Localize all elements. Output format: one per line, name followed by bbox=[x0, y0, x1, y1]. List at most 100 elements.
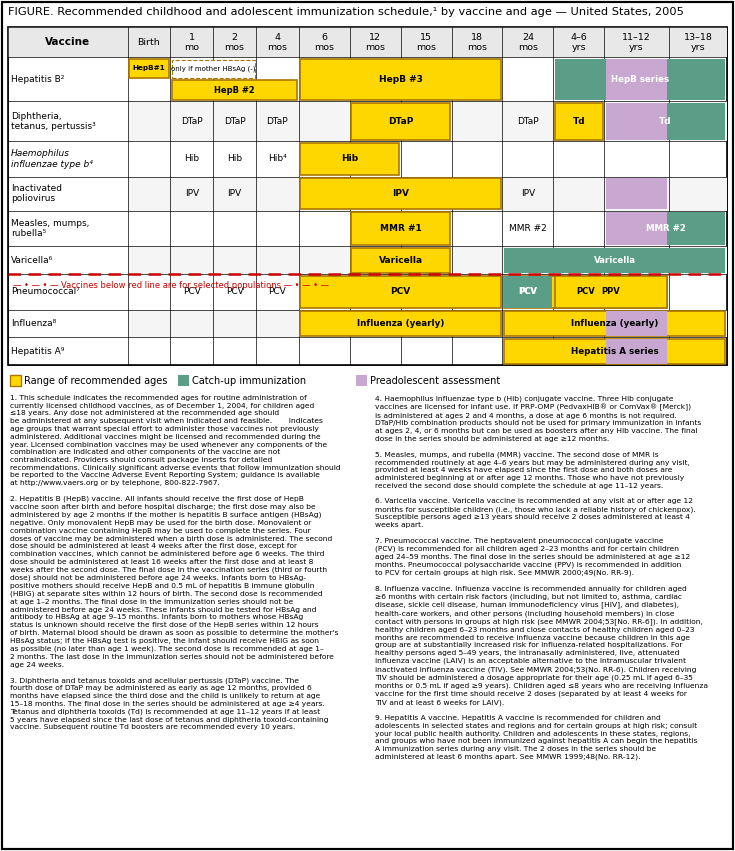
Text: IPV: IPV bbox=[392, 189, 409, 198]
Text: Diphtheria,
tetanus, pertussis³: Diphtheria, tetanus, pertussis³ bbox=[11, 111, 96, 131]
Text: Hepatitis A series: Hepatitis A series bbox=[571, 346, 659, 356]
Text: MMR #2: MMR #2 bbox=[645, 224, 686, 233]
Text: 11–12
yrs: 11–12 yrs bbox=[622, 32, 651, 52]
Text: HepB #2: HepB #2 bbox=[214, 86, 255, 94]
Bar bbox=[606, 103, 725, 140]
Bar bbox=[606, 311, 667, 336]
Text: Vaccine: Vaccine bbox=[46, 37, 90, 47]
Bar bbox=[606, 178, 667, 209]
Bar bbox=[351, 248, 450, 272]
Text: 1. This schedule indicates the recommended ages for routine administration of
cu: 1. This schedule indicates the recommend… bbox=[10, 395, 340, 730]
Bar bbox=[606, 212, 667, 244]
Bar bbox=[301, 178, 501, 209]
Text: FIGURE. Recommended childhood and adolescent immunization schedule,¹ by vaccine : FIGURE. Recommended childhood and adoles… bbox=[8, 7, 684, 17]
Text: Catch-up immunization: Catch-up immunization bbox=[192, 375, 306, 386]
Text: PPV: PPV bbox=[602, 288, 620, 296]
Text: PCV: PCV bbox=[519, 288, 537, 296]
Text: Hib⁴: Hib⁴ bbox=[268, 155, 287, 163]
Bar bbox=[504, 339, 725, 363]
Text: 18
mos: 18 mos bbox=[467, 32, 487, 52]
Text: Haemophilus
influenzae type b⁴: Haemophilus influenzae type b⁴ bbox=[11, 149, 93, 168]
Text: 2
mos: 2 mos bbox=[225, 32, 245, 52]
Bar bbox=[301, 59, 501, 100]
Text: Td: Td bbox=[659, 117, 672, 126]
Bar bbox=[606, 59, 667, 100]
Text: Hib: Hib bbox=[184, 155, 199, 163]
Text: 4
mos: 4 mos bbox=[268, 32, 287, 52]
Text: Td: Td bbox=[573, 117, 585, 126]
Text: 4. Haemophilus influenzae type b (Hib) conjugate vaccine. Three Hib conjugate
va: 4. Haemophilus influenzae type b (Hib) c… bbox=[375, 395, 708, 761]
Text: PCV: PCV bbox=[268, 288, 287, 296]
Text: DTaP: DTaP bbox=[181, 117, 203, 126]
Text: HepB series: HepB series bbox=[611, 75, 669, 84]
Bar bbox=[129, 59, 169, 77]
Text: 15
mos: 15 mos bbox=[416, 32, 436, 52]
Text: Hepatitis B²: Hepatitis B² bbox=[11, 75, 65, 84]
Text: HepB #3: HepB #3 bbox=[379, 75, 423, 84]
Text: Inactivated
poliovirus: Inactivated poliovirus bbox=[11, 184, 62, 203]
Bar bbox=[128, 246, 727, 274]
Bar bbox=[301, 311, 501, 336]
Bar bbox=[504, 276, 552, 308]
Bar bbox=[351, 103, 450, 140]
Text: Measles, mumps,
rubella⁵: Measles, mumps, rubella⁵ bbox=[11, 219, 90, 238]
Bar bbox=[172, 60, 254, 77]
Text: Influenza (yearly): Influenza (yearly) bbox=[571, 319, 659, 328]
Bar bbox=[178, 375, 189, 386]
Bar bbox=[504, 276, 667, 308]
Bar bbox=[555, 276, 667, 308]
Text: 12
mos: 12 mos bbox=[365, 32, 385, 52]
Text: Pneumococcal⁷: Pneumococcal⁷ bbox=[11, 288, 80, 296]
Text: Hib: Hib bbox=[341, 155, 358, 163]
Bar bbox=[606, 103, 667, 140]
Bar bbox=[172, 80, 298, 100]
Text: Hib: Hib bbox=[227, 155, 242, 163]
Text: Influenza (yearly): Influenza (yearly) bbox=[357, 319, 445, 328]
Text: MMR #1: MMR #1 bbox=[380, 224, 421, 233]
Text: PCV: PCV bbox=[183, 288, 201, 296]
Bar bbox=[606, 212, 667, 244]
Bar bbox=[555, 59, 725, 100]
Bar bbox=[301, 276, 501, 308]
Bar bbox=[128, 177, 727, 210]
Text: 4–6
yrs: 4–6 yrs bbox=[570, 32, 587, 52]
Bar bbox=[301, 143, 399, 175]
Bar bbox=[128, 310, 727, 337]
Text: PCV: PCV bbox=[518, 288, 537, 296]
Text: Influenza⁸: Influenza⁸ bbox=[11, 319, 57, 328]
Bar bbox=[504, 311, 725, 336]
Text: DTaP: DTaP bbox=[388, 117, 413, 126]
Bar bbox=[504, 276, 552, 308]
Text: Preadolescent assessment: Preadolescent assessment bbox=[370, 375, 501, 386]
Text: Varicella⁶: Varicella⁶ bbox=[11, 255, 53, 265]
Text: Range of recommended ages: Range of recommended ages bbox=[24, 375, 168, 386]
Text: Varicella: Varicella bbox=[379, 255, 423, 265]
Text: DTaP: DTaP bbox=[223, 117, 245, 126]
Text: Hepatitis A⁹: Hepatitis A⁹ bbox=[11, 346, 65, 356]
Text: PCV: PCV bbox=[226, 288, 243, 296]
Text: IPV: IPV bbox=[184, 189, 199, 198]
Bar bbox=[8, 27, 727, 365]
Bar bbox=[128, 101, 727, 141]
Bar bbox=[351, 212, 450, 244]
Bar bbox=[504, 248, 725, 272]
Text: 13–18
yrs: 13–18 yrs bbox=[684, 32, 712, 52]
Bar bbox=[606, 212, 725, 244]
Text: DTaP: DTaP bbox=[267, 117, 288, 126]
Text: only if mother HBsAg (-): only if mother HBsAg (-) bbox=[171, 66, 256, 71]
Bar bbox=[606, 59, 667, 100]
Bar bbox=[8, 27, 727, 57]
Text: 1
mo: 1 mo bbox=[184, 32, 199, 52]
Text: IPV: IPV bbox=[521, 189, 535, 198]
Text: PCV: PCV bbox=[390, 288, 411, 296]
Text: DTaP: DTaP bbox=[517, 117, 539, 126]
Text: HepB#1: HepB#1 bbox=[132, 66, 165, 71]
Text: Varicella: Varicella bbox=[594, 255, 636, 265]
Text: IPV: IPV bbox=[228, 189, 242, 198]
Bar bbox=[606, 103, 667, 140]
Bar bbox=[606, 276, 667, 308]
Bar bbox=[555, 103, 603, 140]
Text: 6
mos: 6 mos bbox=[315, 32, 334, 52]
Text: Birth: Birth bbox=[137, 37, 160, 47]
Bar bbox=[606, 339, 667, 363]
